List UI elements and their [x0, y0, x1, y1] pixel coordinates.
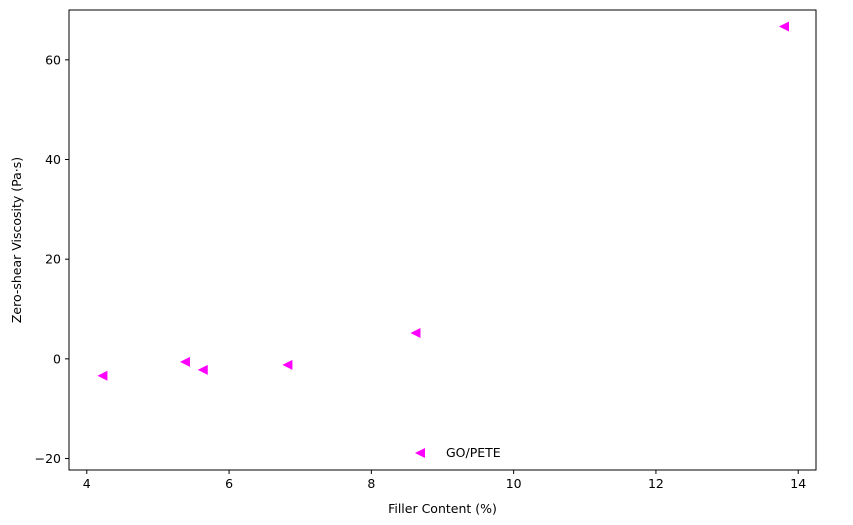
x-tick-label: 14	[790, 476, 806, 491]
legend-label-go-pete: GO/PETE	[446, 445, 501, 460]
y-tick-label: 0	[53, 351, 61, 366]
data-point	[97, 370, 108, 381]
y-axis-label: Zero-shear Viscosity (Pa·s)	[9, 157, 24, 323]
x-tick-label: 10	[506, 476, 522, 491]
x-axis-ticks: 4 6 8 10 12 14	[83, 470, 806, 491]
y-axis-ticks: −20 0 20 40 60	[35, 52, 69, 466]
y-tick-label: 40	[45, 152, 61, 167]
data-point	[410, 327, 421, 338]
x-tick-label: 8	[367, 476, 375, 491]
x-tick-label: 6	[225, 476, 233, 491]
x-tick-label: 4	[83, 476, 91, 491]
plot-frame	[68, 9, 817, 471]
data-point	[778, 21, 789, 32]
legend-marker	[415, 448, 425, 458]
y-tick-label: −20	[35, 451, 61, 466]
data-points	[97, 21, 789, 381]
y-tick-label: 60	[45, 52, 61, 67]
x-axis-label: Filler Content (%)	[388, 501, 497, 516]
data-point	[282, 359, 293, 370]
data-point	[197, 364, 208, 375]
data-point	[179, 356, 190, 367]
x-tick-label: 12	[648, 476, 664, 491]
y-tick-label: 20	[45, 252, 61, 267]
legend: GO/PETE	[415, 445, 501, 460]
